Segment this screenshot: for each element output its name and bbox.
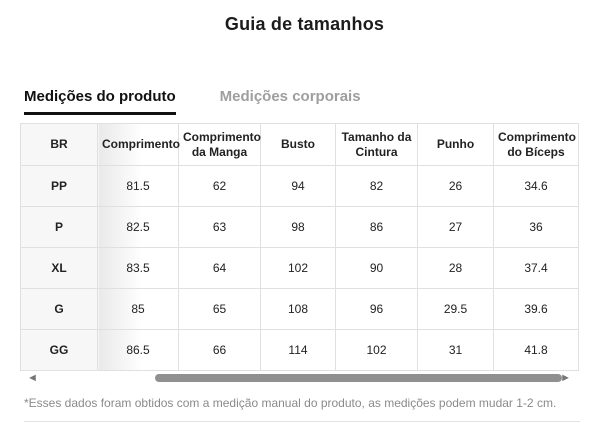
column-header: BR: [20, 123, 98, 166]
column-header: Punho: [417, 123, 494, 166]
table-row: PP 81.5 62 94 82 26 34.6: [20, 165, 579, 207]
horizontal-scrollbar[interactable]: ◄ ►: [20, 370, 578, 386]
measurement-cell: 28: [417, 247, 494, 289]
measurement-cell: 36: [493, 206, 579, 248]
tab-body-measurements[interactable]: Medições corporais: [219, 88, 361, 105]
scroll-right-icon[interactable]: ►: [560, 372, 571, 384]
measurement-cell: 82: [335, 165, 418, 207]
column-header: Comprimento da Manga: [178, 123, 261, 166]
measurement-cell: 31: [417, 329, 494, 371]
scrollbar-thumb[interactable]: [155, 374, 562, 382]
measurement-cell: 39.6: [493, 288, 579, 330]
size-cell: P: [20, 206, 98, 248]
measurement-cell: 85: [97, 288, 179, 330]
measurement-cell: 86: [335, 206, 418, 248]
measurement-cell: 94: [260, 165, 336, 207]
measurement-cell: 27: [417, 206, 494, 248]
measurement-cell: 96: [335, 288, 418, 330]
measurement-cell: 90: [335, 247, 418, 289]
bottom-divider: [24, 421, 580, 422]
scroll-left-icon[interactable]: ◄: [27, 372, 38, 384]
column-header: Tamanho da Cintura: [335, 123, 418, 166]
measurement-cell: 62: [178, 165, 261, 207]
measurement-cell: 102: [335, 329, 418, 371]
table-header-row: BR Comprimento Comprimento da Manga Busto Ta…: [20, 123, 579, 166]
column-header: Busto: [260, 123, 336, 166]
size-cell: PP: [20, 165, 98, 207]
table-row: G 85 65 108 96 29.5 39.6: [20, 288, 579, 330]
size-table: BR Comprimento Comprimento da Manga Busto Ta…: [20, 123, 579, 371]
measurement-cell: 98: [260, 206, 336, 248]
measurement-cell: 81.5: [97, 165, 179, 207]
measurement-cell: 26: [417, 165, 494, 207]
measurement-cell: 63: [178, 206, 261, 248]
column-header: Comprimento: [97, 123, 180, 166]
measurement-cell: 66: [178, 329, 261, 371]
measurement-cell: 64: [178, 247, 261, 289]
measurement-cell: 65: [178, 288, 261, 330]
table-row: GG 86.5 66 114 102 31 41.8: [20, 329, 579, 371]
tab-bar: Medições do produto Medições corporais: [24, 88, 361, 115]
size-cell: XL: [20, 247, 98, 289]
measurement-cell: 41.8: [493, 329, 579, 371]
tab-product-measurements[interactable]: Medições do produto: [24, 88, 176, 115]
measurement-cell: 83.5: [97, 247, 179, 289]
measurement-cell: 37.4: [493, 247, 579, 289]
measurement-cell: 102: [260, 247, 336, 289]
measurement-cell: 34.6: [493, 165, 579, 207]
table-row: P 82.5 63 98 86 27 36: [20, 206, 579, 248]
measurement-cell: 114: [260, 329, 336, 371]
size-cell: GG: [20, 329, 98, 371]
measurement-cell: 108: [260, 288, 336, 330]
measurement-cell: 29.5: [417, 288, 494, 330]
measurement-cell: 82.5: [97, 206, 179, 248]
page-title: Guia de tamanhos: [224, 14, 385, 34]
measurement-disclaimer: *Esses dados foram obtidos com a medição…: [24, 396, 557, 410]
table-row: XL 83.5 64 102 90 28 37.4: [20, 247, 579, 289]
measurement-cell: 86.5: [97, 329, 179, 371]
column-header: Comprimento do Bíceps: [493, 123, 579, 166]
size-cell: G: [20, 288, 98, 330]
